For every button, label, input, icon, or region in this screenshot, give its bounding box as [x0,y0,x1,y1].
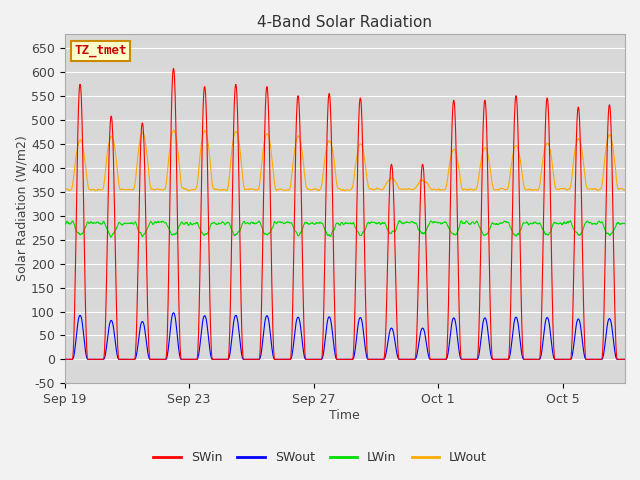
Text: TZ_tmet: TZ_tmet [75,45,127,58]
Legend: SWin, SWout, LWin, LWout: SWin, SWout, LWin, LWout [148,446,492,469]
Title: 4-Band Solar Radiation: 4-Band Solar Radiation [257,15,432,30]
Y-axis label: Solar Radiation (W/m2): Solar Radiation (W/m2) [15,136,28,281]
X-axis label: Time: Time [330,409,360,422]
